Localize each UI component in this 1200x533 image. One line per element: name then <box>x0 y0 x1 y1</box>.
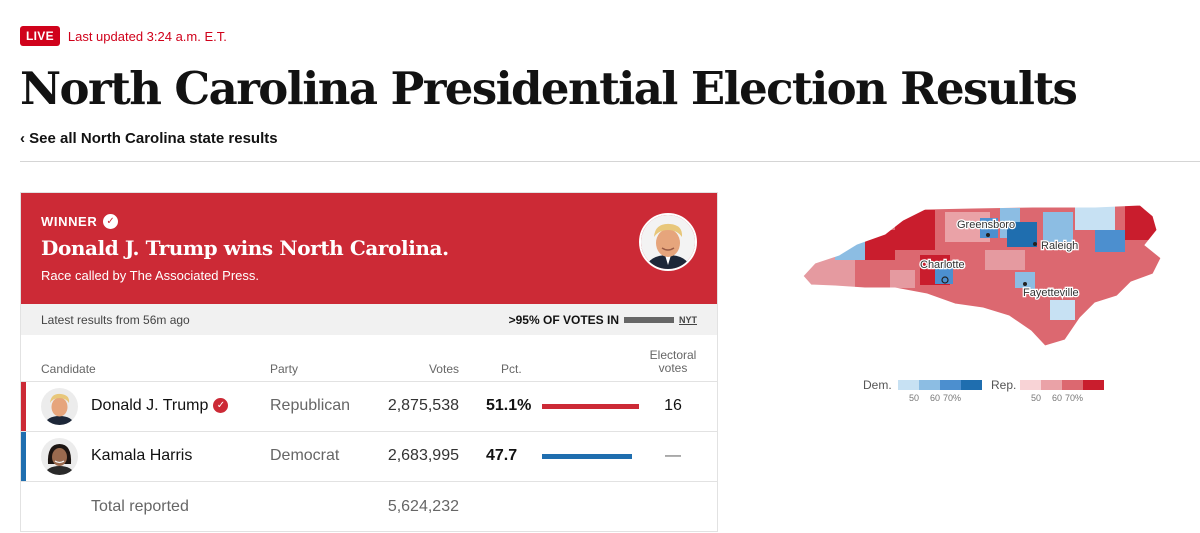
winner-headline: Donald J. Trump wins North Carolina. <box>41 236 449 260</box>
legend-dem-swatches <box>898 380 982 390</box>
candidate-pct: 47.7 <box>486 447 518 464</box>
legend-tick: 60 <box>929 393 940 403</box>
race-called-note: Race called by The Associated Press. <box>41 268 259 283</box>
winner-label: WINNER ✓ <box>41 214 119 229</box>
candidate-party: Democrat <box>270 447 340 464</box>
county-results-map[interactable]: Greensboro Raleigh Charlotte Fayettevill… <box>795 200 1175 360</box>
map-legend-dem: Dem. 50 60 70% <box>863 378 982 403</box>
candidate-votes: 2,875,538 <box>387 397 459 414</box>
candidate-electoral-votes: 16 <box>664 397 682 414</box>
live-status: LIVE Last updated 3:24 a.m. E.T. <box>20 26 227 46</box>
legend-dem-swatch <box>919 380 940 390</box>
candidate-avatar-harris <box>41 438 78 475</box>
last-updated: Last updated 3:24 a.m. E.T. <box>67 28 227 44</box>
header-party: Party <box>270 362 299 376</box>
legend-dem-swatch <box>940 380 961 390</box>
votes-in-indicator: >95% OF VOTES IN NYT <box>508 313 697 327</box>
legend-dem-swatch <box>961 380 982 390</box>
legend-tick: 70% <box>942 393 961 403</box>
total-votes: 5,624,232 <box>387 498 459 515</box>
legend-dem-label: Dem. <box>863 378 892 392</box>
winner-check-icon: ✓ <box>213 398 229 413</box>
vote-share-bar <box>542 404 639 409</box>
results-status-bar: Latest results from 56m ago >95% OF VOTE… <box>21 304 717 335</box>
candidate-row-harris: Kamala Harris Democrat 2,683,995 47.7 — <box>21 431 717 482</box>
legend-tick: 70% <box>1064 393 1083 403</box>
candidate-name: Kamala Harris <box>91 447 193 464</box>
city-label-greensboro: Greensboro <box>957 219 1015 231</box>
total-row: Total reported 5,624,232 <box>21 481 717 532</box>
legend-rep-swatch <box>1041 380 1062 390</box>
header-electoral-votes: Electoral votes <box>649 348 697 375</box>
checkmark-icon: ✓ <box>103 214 119 229</box>
candidate-votes: 2,683,995 <box>387 447 459 464</box>
votes-in-bar <box>624 317 674 323</box>
results-card: WINNER ✓ Donald J. Trump wins North Caro… <box>20 192 718 532</box>
nyt-estimate-link[interactable]: NYT <box>679 315 697 325</box>
legend-rep-swatch <box>1020 380 1041 390</box>
vote-share-bar <box>542 454 632 459</box>
legend-rep-ticks: 50 60 70% <box>1020 393 1083 403</box>
page-title: North Carolina Presidential Election Res… <box>20 62 1078 115</box>
winner-banner: WINNER ✓ Donald J. Trump wins North Caro… <box>21 193 717 304</box>
city-label-raleigh: Raleigh <box>1041 240 1078 252</box>
candidate-electoral-votes: — <box>665 447 681 464</box>
city-label-fayetteville: Fayetteville <box>1023 287 1079 299</box>
candidate-name: Donald J. Trump ✓ <box>91 397 229 415</box>
party-color-accent <box>21 432 26 482</box>
divider <box>20 161 1200 162</box>
map-legend-rep: Rep. 50 60 70% <box>991 378 1104 403</box>
header-candidate: Candidate <box>41 362 96 376</box>
candidate-party: Republican <box>270 397 351 414</box>
candidate-avatar-trump <box>41 388 78 425</box>
party-color-accent <box>21 382 26 432</box>
winner-avatar <box>639 213 697 271</box>
legend-rep-swatch <box>1083 380 1104 390</box>
header-votes: Votes <box>428 362 459 376</box>
header-pct: Pct. <box>501 362 522 376</box>
live-badge: LIVE <box>20 26 60 46</box>
candidate-row-trump: Donald J. Trump ✓ Republican 2,875,538 51… <box>21 381 717 432</box>
legend-dem-ticks: 50 60 70% <box>898 393 961 403</box>
legend-rep-swatches <box>1020 380 1104 390</box>
total-label: Total reported <box>91 498 189 515</box>
candidate-pct: 51.1% <box>486 397 532 414</box>
see-all-state-results-link[interactable]: ‹ See all North Carolina state results <box>20 130 278 147</box>
legend-rep-label: Rep. <box>991 378 1017 392</box>
legend-rep-swatch <box>1062 380 1083 390</box>
legend-dem-swatch <box>898 380 919 390</box>
legend-tick: 50 <box>1030 393 1041 403</box>
legend-tick: 50 <box>908 393 919 403</box>
latest-results-time: Latest results from 56m ago <box>41 313 190 327</box>
legend-tick: 60 <box>1051 393 1062 403</box>
city-label-charlotte: Charlotte <box>920 259 965 271</box>
